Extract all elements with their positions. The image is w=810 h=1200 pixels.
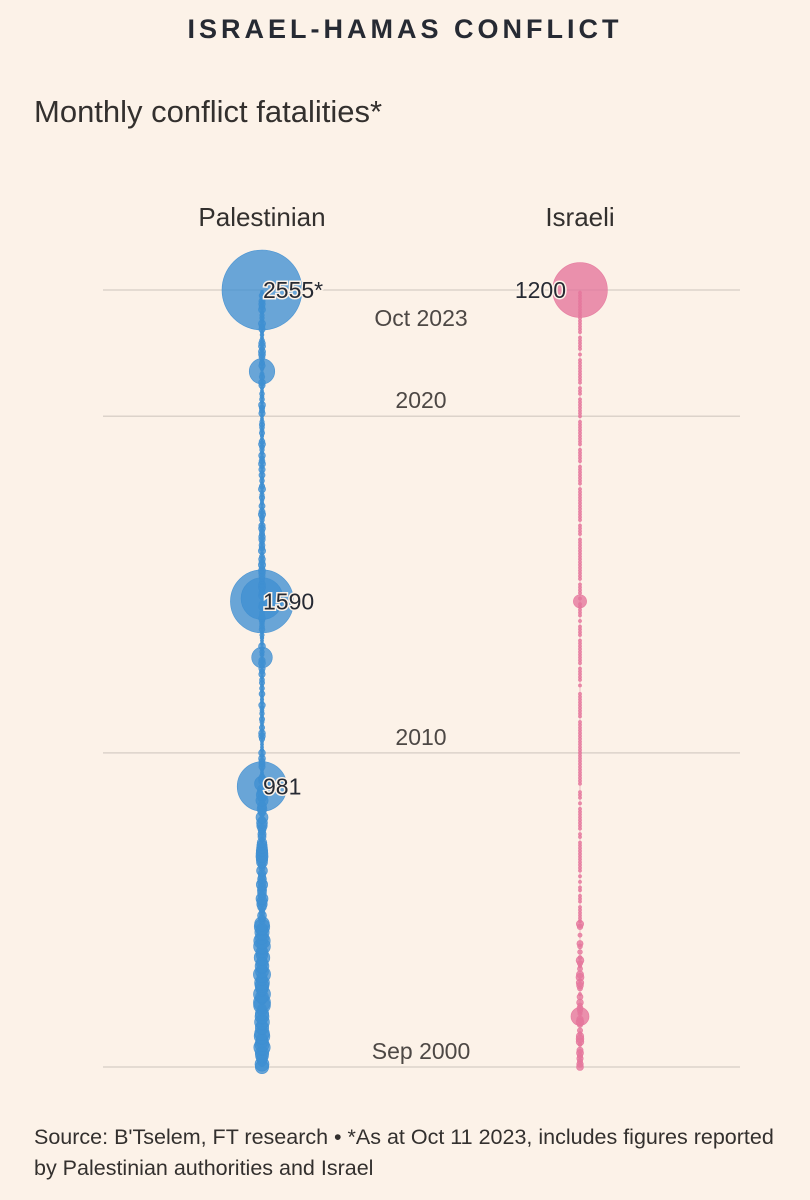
month-bubble <box>578 386 582 391</box>
series-heading-israeli: Israeli <box>545 202 615 232</box>
reference-line-label: 2020 <box>395 387 446 413</box>
month-bubble <box>576 970 584 979</box>
bubble-value-label: 1200 <box>515 277 566 303</box>
month-bubble <box>578 397 582 402</box>
month-bubble <box>576 940 584 948</box>
month-bubble <box>578 874 582 879</box>
month-bubble <box>578 358 582 363</box>
bubble-value-label: 1590 <box>263 588 314 614</box>
chart-kicker: ISRAEL-HAMAS CONFLICT <box>187 14 623 44</box>
month-bubble <box>577 1027 583 1034</box>
month-bubble <box>577 932 583 938</box>
month-bubble <box>578 905 582 910</box>
month-bubble <box>578 582 582 587</box>
month-bubble <box>221 249 303 331</box>
month-bubble <box>578 832 582 837</box>
month-bubble <box>578 619 582 623</box>
month-bubble <box>578 447 582 452</box>
month-bubble <box>578 419 582 424</box>
month-bubble <box>576 1046 584 1054</box>
month-bubble <box>578 807 582 811</box>
month-bubble <box>578 692 582 696</box>
month-bubble <box>578 801 582 806</box>
month-bubble <box>578 537 582 542</box>
month-bubble <box>577 949 583 955</box>
month-bubble <box>578 335 582 340</box>
month-bubble <box>578 487 582 492</box>
month-bubble <box>578 666 582 671</box>
reference-line-label: Oct 2023 <box>374 305 467 331</box>
month-bubble <box>578 720 582 724</box>
month-bubble <box>578 638 582 643</box>
fatalities-chart: Oct 2023 2020 2010 Sep 2000 2555* 1590 981 1200 <box>103 249 740 1074</box>
month-bubble <box>578 352 582 357</box>
bubble-value-label: 2555* <box>263 277 323 303</box>
month-bubble <box>578 683 582 688</box>
chart-subtitle: Monthly conflict fatalities* <box>34 94 383 129</box>
month-bubble <box>578 840 582 845</box>
source-note: Source: B'Tselem, FT research • *As at O… <box>34 1125 774 1180</box>
reference-line-label: 2010 <box>395 724 446 750</box>
month-bubble <box>578 893 582 898</box>
month-bubble <box>578 464 582 469</box>
reference-line-label: Sep 2000 <box>372 1038 470 1064</box>
month-bubble <box>578 790 582 795</box>
month-bubble <box>578 885 582 890</box>
bubble-value-label: 981 <box>263 773 301 799</box>
month-bubble <box>578 879 582 884</box>
month-bubble <box>577 955 583 961</box>
series-heading-palestinian: Palestinian <box>198 202 326 232</box>
month-bubble <box>578 624 582 629</box>
month-bubble <box>552 262 608 318</box>
month-bubble <box>578 992 582 996</box>
month-bubble <box>578 596 582 601</box>
month-bubble <box>578 523 582 528</box>
